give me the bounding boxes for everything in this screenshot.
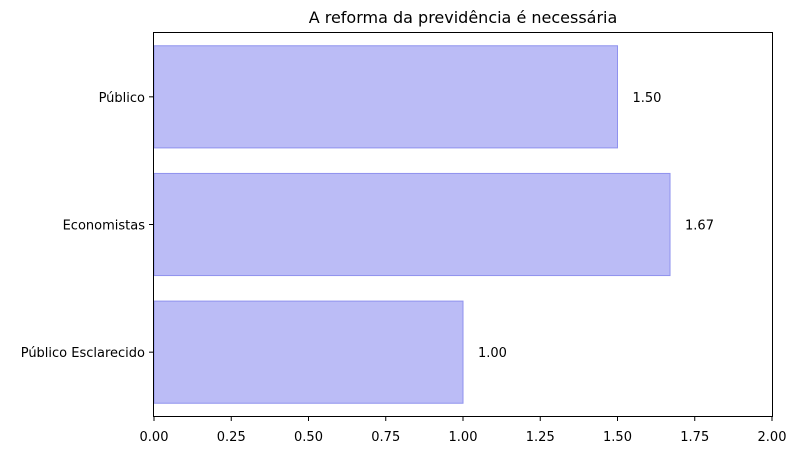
x-axis: 0.00 0.25 0.50 0.75 1.00 1.25 1.50 1.75 2.00 xyxy=(140,416,787,445)
y-tick-label-0: Público xyxy=(99,91,145,106)
bars-layer xyxy=(153,45,671,404)
bar-0 xyxy=(153,45,618,149)
y-axis: Público Economistas Público Esclarecido xyxy=(21,91,154,361)
x-tick-label-7: 1.75 xyxy=(680,430,709,445)
value-labels-layer: 1.50 1.67 1.00 xyxy=(478,91,714,361)
bar-1 xyxy=(153,172,671,277)
value-label-2: 1.00 xyxy=(478,346,507,361)
x-tick-label-3: 0.75 xyxy=(371,430,400,445)
x-tick-label-1: 0.25 xyxy=(217,430,246,445)
x-tick-label-6: 1.50 xyxy=(603,430,632,445)
chart-title: A reforma da previdência é necessária xyxy=(309,8,618,27)
value-label-1: 1.67 xyxy=(685,219,714,234)
y-tick-label-1: Economistas xyxy=(63,219,146,234)
value-label-0: 1.50 xyxy=(633,91,662,106)
x-tick-label-5: 1.25 xyxy=(526,430,555,445)
x-tick-label-4: 1.00 xyxy=(449,430,478,445)
x-tick-label-2: 0.50 xyxy=(294,430,323,445)
y-tick-label-2: Público Esclarecido xyxy=(21,346,145,361)
x-tick-label-0: 0.00 xyxy=(140,430,169,445)
bar-2 xyxy=(153,300,464,404)
x-tick-label-8: 2.00 xyxy=(758,430,787,445)
